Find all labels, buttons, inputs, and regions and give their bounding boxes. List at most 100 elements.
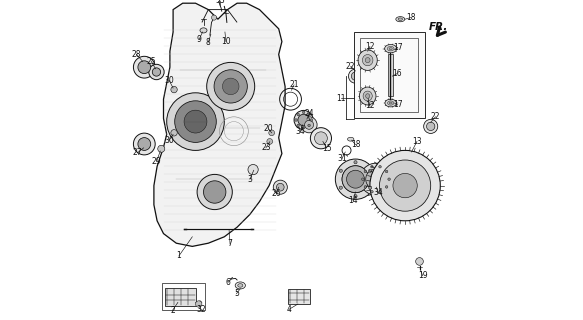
Text: 19: 19 [418, 271, 427, 280]
Circle shape [379, 190, 381, 193]
Circle shape [308, 124, 310, 127]
Ellipse shape [387, 46, 394, 51]
Text: 15: 15 [322, 144, 332, 153]
Text: 12: 12 [365, 42, 375, 51]
Ellipse shape [385, 44, 397, 53]
Text: 13: 13 [412, 137, 422, 146]
Circle shape [222, 78, 239, 95]
Ellipse shape [389, 48, 392, 50]
Text: 26: 26 [271, 189, 281, 198]
Text: 14: 14 [348, 196, 358, 205]
Circle shape [134, 133, 155, 155]
Text: 18: 18 [351, 140, 360, 149]
FancyBboxPatch shape [289, 289, 310, 304]
Ellipse shape [235, 282, 245, 289]
Circle shape [346, 170, 364, 188]
Circle shape [339, 186, 342, 189]
Circle shape [207, 62, 255, 110]
Text: 22: 22 [431, 112, 440, 121]
Text: 29: 29 [152, 157, 161, 166]
Circle shape [361, 178, 364, 180]
Polygon shape [154, 3, 285, 246]
Circle shape [427, 122, 435, 131]
Circle shape [214, 70, 247, 103]
Circle shape [379, 165, 381, 168]
Circle shape [354, 195, 357, 198]
Circle shape [149, 64, 164, 80]
Text: 23: 23 [261, 143, 271, 152]
Circle shape [354, 161, 357, 164]
Circle shape [364, 186, 367, 188]
Circle shape [385, 186, 388, 188]
Circle shape [152, 68, 161, 76]
Circle shape [303, 111, 305, 114]
Circle shape [368, 169, 372, 172]
Circle shape [364, 170, 367, 173]
Text: 27: 27 [132, 148, 142, 157]
Circle shape [294, 110, 313, 130]
Polygon shape [354, 32, 425, 118]
Text: 16: 16 [392, 69, 402, 78]
Circle shape [175, 101, 216, 142]
Text: 30: 30 [164, 76, 174, 85]
Text: 20: 20 [264, 124, 273, 133]
Circle shape [366, 169, 386, 189]
Circle shape [416, 258, 423, 265]
Circle shape [276, 183, 284, 191]
Text: 34: 34 [373, 188, 383, 197]
Text: 8: 8 [206, 38, 210, 47]
Circle shape [380, 160, 431, 211]
Circle shape [370, 150, 440, 221]
Circle shape [349, 69, 363, 83]
Circle shape [424, 119, 438, 133]
FancyBboxPatch shape [165, 288, 195, 306]
Ellipse shape [347, 137, 354, 141]
Circle shape [315, 132, 327, 145]
Circle shape [339, 169, 342, 172]
Circle shape [310, 119, 312, 121]
Circle shape [171, 86, 177, 93]
Text: 32: 32 [196, 305, 206, 314]
Circle shape [371, 165, 373, 168]
Text: 6: 6 [226, 278, 231, 287]
Circle shape [138, 61, 150, 74]
Circle shape [269, 130, 275, 136]
Ellipse shape [388, 101, 394, 105]
Circle shape [197, 174, 232, 210]
Text: 21: 21 [289, 80, 299, 89]
Circle shape [335, 159, 375, 199]
Circle shape [371, 190, 373, 193]
Ellipse shape [398, 18, 402, 20]
Text: 34: 34 [296, 127, 305, 136]
Text: 31: 31 [337, 154, 347, 163]
Circle shape [248, 164, 258, 175]
Circle shape [388, 178, 391, 180]
Circle shape [171, 130, 177, 136]
Circle shape [203, 181, 226, 203]
Ellipse shape [200, 28, 207, 33]
Text: 9: 9 [197, 35, 202, 44]
Circle shape [360, 163, 392, 195]
Circle shape [167, 93, 224, 150]
Ellipse shape [363, 91, 372, 101]
Text: 30: 30 [164, 136, 174, 145]
Circle shape [393, 173, 417, 198]
Text: 17: 17 [393, 43, 402, 52]
Circle shape [342, 166, 369, 193]
Circle shape [134, 56, 155, 78]
Circle shape [301, 117, 317, 133]
Ellipse shape [366, 58, 370, 63]
Circle shape [158, 145, 165, 152]
Circle shape [297, 124, 300, 127]
Text: 2: 2 [170, 306, 175, 315]
Text: 11: 11 [336, 94, 346, 103]
Circle shape [303, 126, 305, 129]
Circle shape [273, 180, 287, 194]
Text: 28: 28 [132, 50, 141, 59]
Circle shape [385, 170, 388, 173]
Circle shape [298, 114, 310, 126]
Text: FR.: FR. [429, 22, 448, 32]
Text: 22: 22 [346, 62, 356, 71]
Circle shape [352, 72, 360, 80]
Text: 7: 7 [227, 239, 233, 248]
